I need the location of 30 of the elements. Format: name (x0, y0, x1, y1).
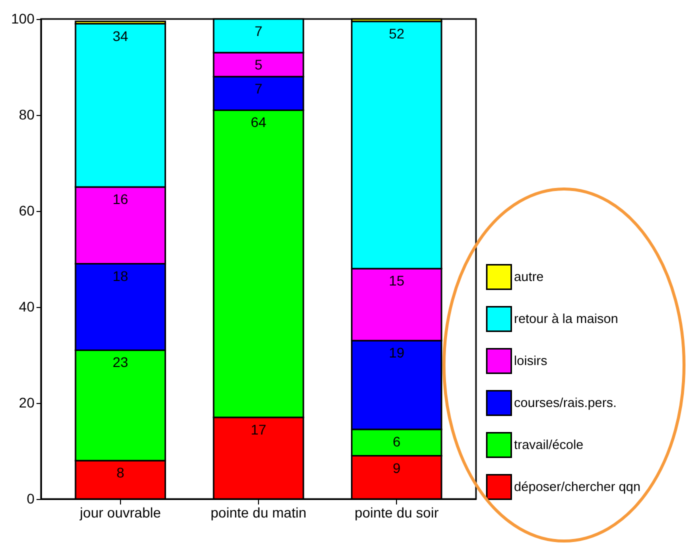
data-label: 18 (112, 268, 128, 284)
y-tick-label: 0 (26, 490, 35, 506)
data-label: 8 (116, 464, 125, 481)
data-label: 64 (250, 114, 266, 130)
data-label: 34 (112, 28, 128, 44)
legend-label: courses/rais.pers. (514, 395, 617, 410)
legend-label: autre (514, 269, 544, 284)
data-label: 7 (254, 80, 263, 97)
x-tick-label: pointe du matin (210, 504, 306, 520)
legend-label: déposer/chercher qqn (514, 479, 640, 494)
data-label: 17 (250, 421, 266, 438)
data-label: 19 (388, 344, 405, 361)
data-label: 5 (254, 56, 263, 73)
data-label: 9 (392, 460, 401, 476)
legend-label: travail/école (514, 437, 584, 452)
data-label: 23 (112, 354, 128, 370)
legend-label: loisirs (514, 353, 548, 368)
y-tick-label: 60 (18, 202, 35, 218)
legend-label: retour à la maison (514, 311, 618, 326)
data-label: 15 (388, 272, 405, 289)
data-label: 6 (392, 433, 401, 450)
y-tick-label: 100 (11, 10, 35, 26)
data-label: 7 (254, 23, 263, 39)
x-tick-label: jour ouvrable (78, 504, 162, 520)
data-label: 52 (388, 25, 405, 42)
y-tick-label: 40 (18, 298, 35, 314)
x-tick-label: pointe du soir (354, 504, 439, 520)
y-tick-label: 80 (18, 106, 35, 122)
data-label: 16 (112, 191, 128, 207)
y-tick-label: 20 (18, 394, 35, 410)
